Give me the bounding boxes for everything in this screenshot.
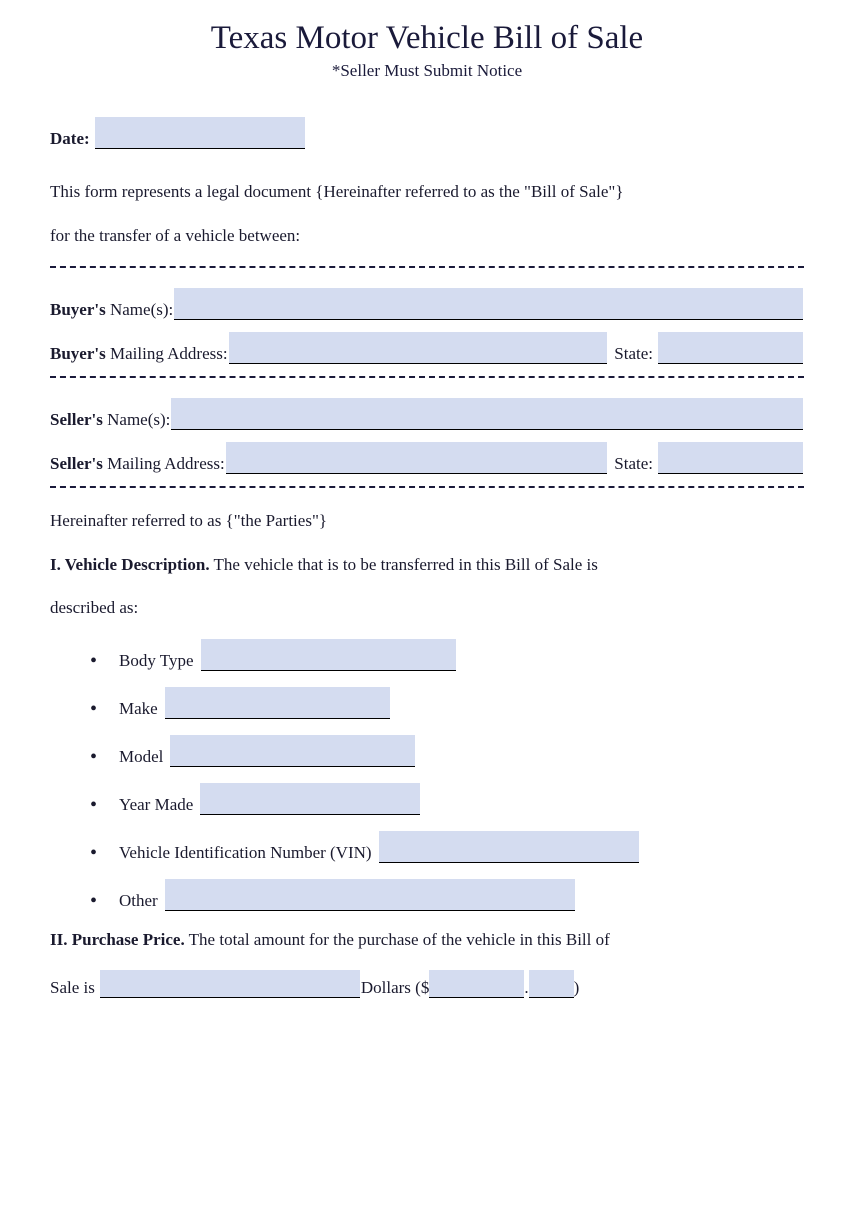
section-2-text-2: Sale is [50,978,95,998]
list-item: Make [90,687,804,719]
date-label: Date: [50,129,90,149]
seller-state-label: State: [614,454,653,474]
buyer-address-row: Buyer's Mailing Address: State: [50,332,804,364]
section-2-heading: II. Purchase Price. [50,930,185,949]
buyer-address-field[interactable] [229,332,608,364]
divider [50,376,804,378]
vehicle-list: Body Type Make Model Year Made Vehicle I… [90,639,804,911]
seller-name-label-rest: Name(s): [103,410,171,429]
date-row: Date: [50,117,804,149]
other-field[interactable] [165,879,575,911]
other-label: Other [119,891,158,911]
make-label: Make [119,699,158,719]
dollars-label: Dollars ($ [361,978,429,998]
seller-address-row: Seller's Mailing Address: State: [50,442,804,474]
page-title: Texas Motor Vehicle Bill of Sale [50,20,804,57]
price-words-field[interactable] [100,970,360,998]
buyer-state-label: State: [614,344,653,364]
seller-address-label-rest: Mailing Address: [103,454,225,473]
make-field[interactable] [165,687,390,719]
model-label: Model [119,747,163,767]
list-item: Model [90,735,804,767]
seller-address-field[interactable] [226,442,608,474]
vin-label: Vehicle Identification Number (VIN) [119,843,372,863]
seller-name-row: Seller's Name(s): [50,398,804,430]
section-2-line-1: II. Purchase Price. The total amount for… [50,927,804,953]
close-paren: ) [574,978,580,998]
divider [50,266,804,268]
intro-line-1: This form represents a legal document {H… [50,179,804,205]
section-1-line-2: described as: [50,595,804,621]
section-1-heading: I. Vehicle Description. [50,555,210,574]
buyer-name-label-rest: Name(s): [106,300,174,319]
intro-line-2: for the transfer of a vehicle between: [50,223,804,249]
list-item: Vehicle Identification Number (VIN) [90,831,804,863]
year-label: Year Made [119,795,193,815]
buyer-address-label-rest: Mailing Address: [106,344,228,363]
page-subtitle: *Seller Must Submit Notice [50,61,804,81]
seller-state-field[interactable] [658,442,803,474]
section-1-line-1: I. Vehicle Description. The vehicle that… [50,552,804,578]
seller-name-label-bold: Seller's [50,410,103,429]
parties-line: Hereinafter referred to as {"the Parties… [50,508,804,534]
body-type-label: Body Type [119,651,194,671]
model-field[interactable] [170,735,415,767]
year-field[interactable] [200,783,420,815]
date-field[interactable] [95,117,305,149]
seller-name-field[interactable] [171,398,803,430]
vin-field[interactable] [379,831,639,863]
price-dollars-field[interactable] [429,970,524,998]
buyer-name-field[interactable] [174,288,803,320]
price-row: Sale is Dollars ($ . ) [50,970,804,998]
buyer-address-label-bold: Buyer's [50,344,106,363]
list-item: Other [90,879,804,911]
list-item: Year Made [90,783,804,815]
body-type-field[interactable] [201,639,456,671]
section-1-text-1: The vehicle that is to be transferred in… [210,555,598,574]
list-item: Body Type [90,639,804,671]
seller-address-label-bold: Seller's [50,454,103,473]
price-cents-field[interactable] [529,970,574,998]
buyer-name-label-bold: Buyer's [50,300,106,319]
buyer-state-field[interactable] [658,332,803,364]
buyer-name-row: Buyer's Name(s): [50,288,804,320]
section-2-text-1: The total amount for the purchase of the… [185,930,610,949]
divider [50,486,804,488]
